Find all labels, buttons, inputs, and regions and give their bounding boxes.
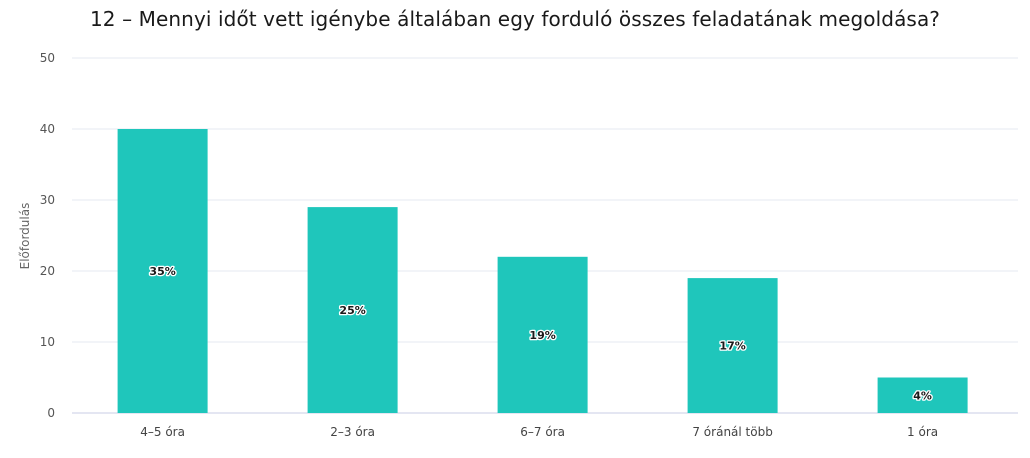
bar-data-label: 25%: [339, 304, 365, 317]
y-tick-label: 10: [40, 335, 55, 349]
bar-data-label: 17%: [719, 340, 745, 353]
x-tick-label: 7 óránál több: [692, 425, 772, 439]
bar-layer: [117, 129, 968, 414]
y-tick-label: 0: [47, 406, 55, 420]
y-tick-label: 30: [40, 193, 55, 207]
bar-data-label: 4%: [913, 389, 932, 402]
y-tick-label: 50: [40, 51, 55, 65]
bar[interactable]: [497, 256, 588, 413]
y-tick-label: 20: [40, 264, 55, 278]
y-tick-label: 40: [40, 122, 55, 136]
grid-layer: 0 10 20 30 40 50: [40, 51, 1018, 420]
label-layer: 35% 4–5 óra 25% 2–3 óra 19% 6–7 óra 17% 7 óráná…: [140, 264, 938, 439]
chart-title: 12 – Mennyi időt vett igénybe általában …: [89, 7, 941, 31]
bar[interactable]: [687, 278, 778, 413]
x-tick-label: 6–7 óra: [520, 425, 565, 439]
bar[interactable]: [307, 207, 398, 413]
x-tick-label: 1 óra: [907, 425, 938, 439]
x-tick-label: 4–5 óra: [140, 425, 185, 439]
y-axis-title: Előfordulás: [18, 203, 32, 270]
x-tick-label: 2–3 óra: [330, 425, 375, 439]
bar[interactable]: [117, 129, 208, 413]
bar[interactable]: [877, 377, 968, 414]
bar-data-label: 35%: [149, 265, 175, 278]
bar-data-label: 19%: [529, 329, 555, 342]
